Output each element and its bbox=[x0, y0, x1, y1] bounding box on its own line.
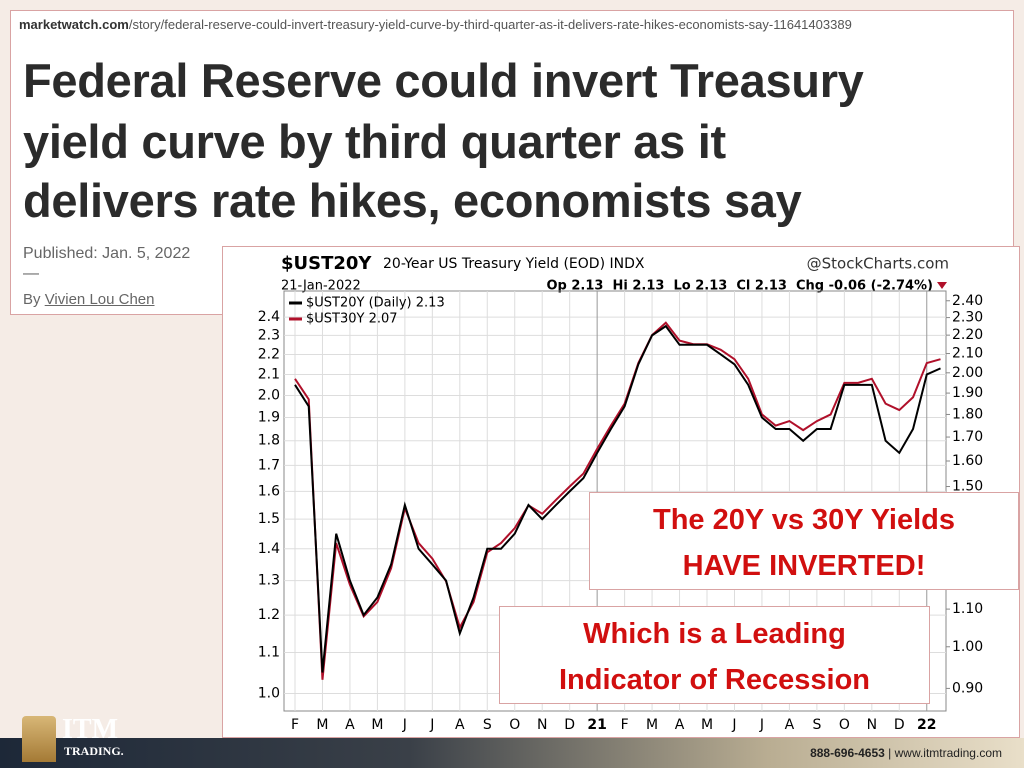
x-tick-label: N bbox=[867, 717, 877, 733]
y2-tick-label: 1.90 bbox=[952, 385, 983, 401]
y-tick-label: 1.6 bbox=[258, 483, 280, 499]
y-tick-label: 2.1 bbox=[258, 366, 280, 382]
y-tick-label: 2.4 bbox=[258, 309, 280, 325]
x-tick-label: O bbox=[509, 717, 520, 733]
legend-label: $UST30Y 2.07 bbox=[306, 312, 398, 327]
y2-tick-label: 0.90 bbox=[952, 680, 983, 696]
chart-date: 21-Jan-2022 bbox=[281, 279, 361, 294]
y-tick-label: 1.8 bbox=[258, 433, 280, 449]
callout-line: HAVE INVERTED! bbox=[682, 550, 926, 582]
headline: yield curve by third quarter as it bbox=[23, 115, 726, 168]
contact: 888-696-4653 | www.itmtrading.com bbox=[810, 746, 1002, 760]
legend-label: $UST20Y (Daily) 2.13 bbox=[306, 296, 445, 311]
y-tick-label: 1.0 bbox=[258, 685, 280, 701]
y2-tick-label: 1.60 bbox=[952, 453, 983, 469]
x-tick-label: S bbox=[483, 717, 492, 733]
series-line bbox=[294, 324, 941, 673]
y2-tick-label: 1.70 bbox=[952, 429, 983, 445]
callout: Which is a Leading Indicator of Recessio… bbox=[499, 606, 930, 704]
y2-tick-label: 2.40 bbox=[952, 293, 983, 309]
divider: | bbox=[888, 746, 892, 760]
logo-subtitle: TRADING. bbox=[64, 744, 124, 758]
phone: 888-696-4653 bbox=[810, 746, 885, 760]
x-tick-label: J bbox=[759, 717, 764, 733]
y-tick-label: 1.7 bbox=[258, 457, 280, 473]
y2-tick-label: 2.00 bbox=[952, 365, 983, 381]
x-tick-label: D bbox=[894, 717, 905, 733]
url[interactable]: marketwatch.com/story/federal-reserve-co… bbox=[19, 17, 852, 32]
y-tick-label: 1.2 bbox=[258, 607, 280, 623]
x-tick-label: M bbox=[646, 717, 658, 733]
x-tick-label: J bbox=[429, 717, 434, 733]
logo-icon bbox=[22, 716, 56, 762]
y-tick-label: 1.1 bbox=[258, 644, 280, 660]
x-tick-label: O bbox=[839, 717, 850, 733]
callout-line: Indicator of Recession bbox=[558, 664, 870, 696]
published-date: Published: Jan. 5, 2022 bbox=[23, 245, 191, 262]
x-tick-label: 21 bbox=[587, 717, 606, 733]
x-tick-label: J bbox=[402, 717, 407, 733]
chart-symbol: $UST20Y bbox=[281, 253, 372, 274]
y2-tick-label: 1.80 bbox=[952, 406, 983, 422]
y-tick-label: 2.2 bbox=[258, 346, 280, 362]
separator: — bbox=[23, 265, 39, 282]
x-tick-label: J bbox=[731, 717, 736, 733]
chart-quote: Op 2.13 Hi 2.13 Lo 2.13 Cl 2.13 Chg -0.0… bbox=[546, 279, 933, 294]
x-tick-label: S bbox=[812, 717, 821, 733]
x-tick-label: F bbox=[291, 717, 299, 733]
author-link[interactable]: Vivien Lou Chen bbox=[44, 291, 155, 308]
y-tick-label: 2.0 bbox=[258, 387, 280, 403]
callout-line: The 20Y vs 30Y Yields bbox=[652, 504, 956, 536]
x-tick-label: M bbox=[316, 717, 328, 733]
y2-tick-label: 1.00 bbox=[952, 639, 983, 655]
y2-tick-label: 2.20 bbox=[952, 327, 983, 343]
url-domain: marketwatch.com bbox=[19, 17, 129, 32]
y2-tick-label: 2.30 bbox=[952, 310, 983, 326]
y-tick-label: 1.9 bbox=[258, 410, 280, 426]
x-tick-label: M bbox=[701, 717, 713, 733]
x-tick-label: 22 bbox=[917, 717, 936, 733]
chart-title: 20-Year US Treasury Yield (EOD) INDX bbox=[383, 256, 645, 272]
callout-line: Which is a Leading bbox=[583, 618, 846, 650]
x-tick-label: A bbox=[455, 717, 465, 733]
x-tick-label: N bbox=[537, 717, 547, 733]
logo: ITM bbox=[62, 714, 118, 745]
byline-prefix: By bbox=[23, 291, 41, 308]
x-tick-label: A bbox=[785, 717, 795, 733]
y-tick-label: 2.3 bbox=[258, 327, 280, 343]
x-tick-label: F bbox=[621, 717, 629, 733]
y-tick-label: 1.4 bbox=[258, 541, 280, 557]
x-tick-label: D bbox=[564, 717, 575, 733]
callout: The 20Y vs 30Y Yields HAVE INVERTED! bbox=[589, 492, 1019, 590]
y2-tick-label: 2.10 bbox=[952, 346, 983, 362]
url-path: /story/federal-reserve-could-invert-trea… bbox=[128, 17, 852, 32]
y-tick-label: 1.3 bbox=[258, 573, 280, 589]
website[interactable]: www.itmtrading.com bbox=[894, 746, 1002, 760]
x-tick-label: A bbox=[675, 717, 685, 733]
footer: ITM TRADING. 888-696-4653 | www.itmtradi… bbox=[0, 714, 1024, 768]
headline: delivers rate hikes, economists say bbox=[23, 174, 802, 227]
y-tick-label: 1.5 bbox=[258, 511, 280, 527]
chart-source: @StockCharts.com bbox=[807, 255, 949, 273]
down-arrow bbox=[937, 282, 947, 289]
byline: By Vivien Lou Chen bbox=[23, 291, 155, 308]
y2-tick-label: 1.10 bbox=[952, 601, 983, 617]
x-tick-label: A bbox=[345, 717, 355, 733]
x-tick-label: M bbox=[371, 717, 383, 733]
article-card: marketwatch.com/story/federal-reserve-co… bbox=[10, 10, 1014, 315]
y2-tick-label: 1.50 bbox=[952, 479, 983, 495]
headline: Federal Reserve could invert Treasury bbox=[23, 54, 864, 107]
